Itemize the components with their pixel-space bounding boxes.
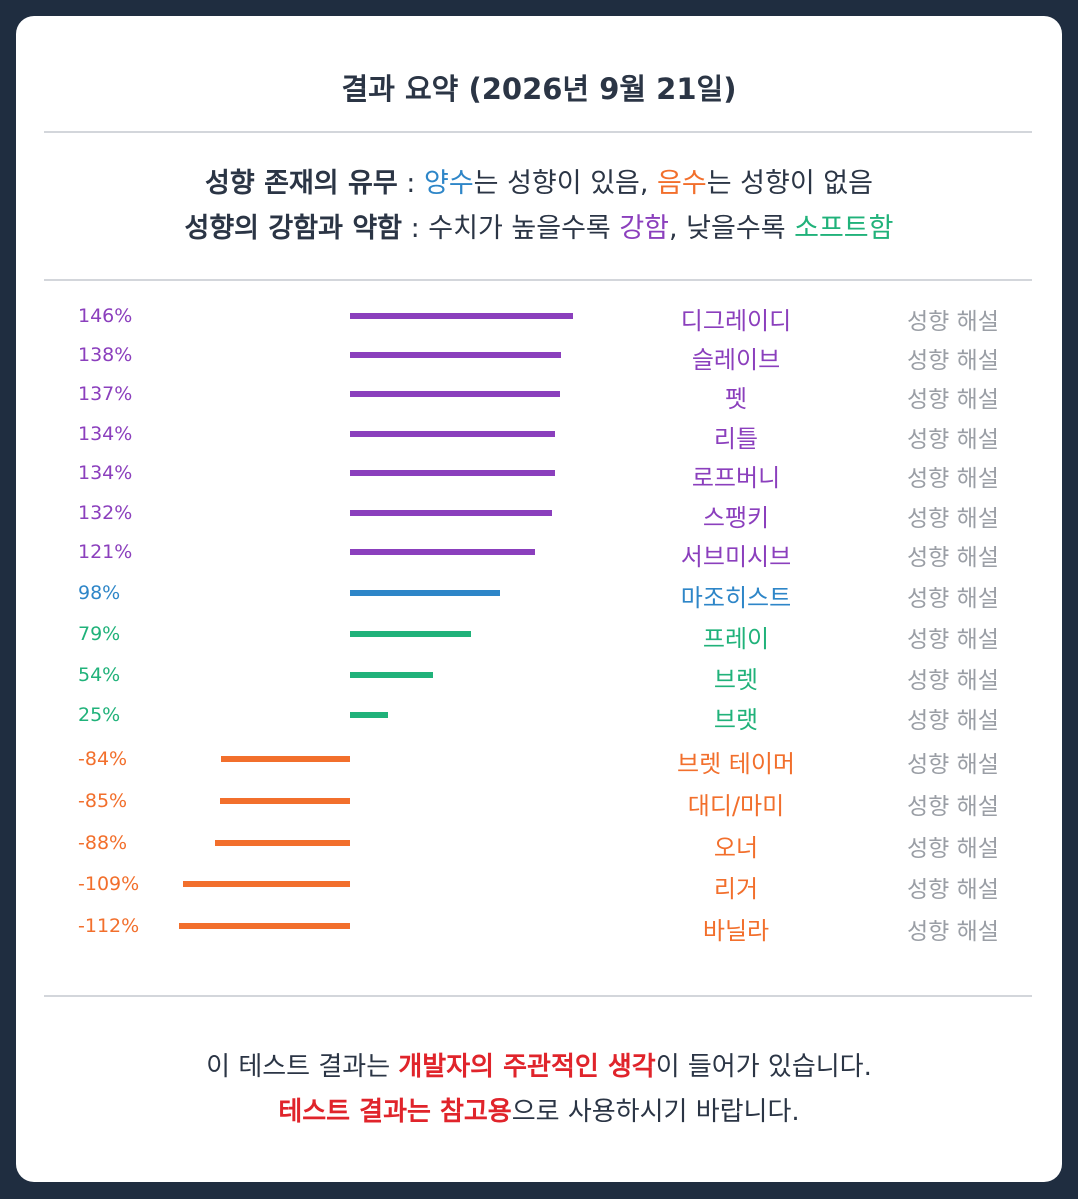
tendency-bar xyxy=(350,313,574,319)
tendency-explain-link[interactable]: 성향 해설 xyxy=(907,466,999,492)
tendency-name: 프레이 xyxy=(702,625,770,653)
value-label: 137% xyxy=(78,383,133,405)
tendency-name: 리틀 xyxy=(713,425,759,453)
tendency-explain-link[interactable]: 성향 해설 xyxy=(907,668,999,694)
tendency-name: 리거 xyxy=(713,875,759,903)
value-label: 98% xyxy=(78,582,121,604)
value-label: -109% xyxy=(78,873,140,895)
legend-positive-word: 양수 xyxy=(423,168,474,199)
divider-middle xyxy=(44,279,1032,281)
tendency-explain-link[interactable]: 성향 해설 xyxy=(907,919,999,945)
tendency-name: 브랫 xyxy=(713,706,759,734)
tendency-explain-link[interactable]: 성향 해설 xyxy=(907,348,999,374)
tendency-explain-link[interactable]: 성향 해설 xyxy=(907,752,999,778)
legend-presence-lead: 성향 존재의 유무 xyxy=(205,168,398,199)
tendency-name: 로프버니 xyxy=(691,464,781,492)
value-label: 54% xyxy=(78,664,121,686)
value-label: -112% xyxy=(78,915,140,937)
footer-line1-highlight: 개발자의 주관적인 생각 xyxy=(398,1052,656,1082)
tendency-explain-link[interactable]: 성향 해설 xyxy=(907,427,999,453)
legend-soft-word: 소프트함 xyxy=(794,213,894,244)
value-label: 79% xyxy=(78,623,121,645)
tendency-explain-link[interactable]: 성향 해설 xyxy=(907,506,999,532)
tendency-bar xyxy=(350,672,433,678)
value-label: 146% xyxy=(78,305,133,327)
tendency-bar xyxy=(350,712,389,718)
footer-disclaimer-2: 테스트 결과는 참고용으로 사용하시기 바랍니다. xyxy=(16,1091,1062,1128)
divider-bottom xyxy=(44,995,1032,997)
tendency-name: 디그레이디 xyxy=(680,307,792,335)
tendency-bar xyxy=(350,352,562,358)
value-label: 121% xyxy=(78,541,133,563)
divider-top xyxy=(44,131,1032,133)
page-title: 결과 요약 (2026년 9월 21일) xyxy=(341,72,737,106)
tendency-explain-link[interactable]: 성향 해설 xyxy=(907,794,999,820)
legend-strength-lead: 성향의 강함과 약함 xyxy=(184,213,403,244)
tendency-bar xyxy=(350,549,536,555)
tendency-bar xyxy=(350,391,560,397)
footer-line1-pre: 이 테스트 결과는 xyxy=(206,1052,399,1082)
value-label: 134% xyxy=(78,423,133,445)
tendency-bar xyxy=(221,756,350,762)
value-label: -84% xyxy=(78,748,128,770)
legend-strength-sep: : xyxy=(402,213,429,244)
value-label: -88% xyxy=(78,832,128,854)
legend-line-strength: 성향의 강함과 약함 : 수치가 높을수록 강함, 낮을수록 소프트함 xyxy=(16,206,1062,245)
tendency-name: 대디/마미 xyxy=(687,792,785,820)
legend-line-presence: 성향 존재의 유무 : 양수는 성향이 있음, 음수는 성향이 없음 xyxy=(16,161,1062,200)
legend-presence-mid1: 는 성향이 있음, xyxy=(473,168,658,199)
tendency-explain-link[interactable]: 성향 해설 xyxy=(907,836,999,862)
tendency-explain-link[interactable]: 성향 해설 xyxy=(907,586,999,612)
tendency-bar xyxy=(178,923,350,929)
legend-presence-sep: : xyxy=(397,168,424,199)
tendency-bar xyxy=(350,431,556,437)
tendency-name: 바닐라 xyxy=(702,917,770,945)
tendency-bar xyxy=(350,590,500,596)
legend-strength-mid1: 수치가 높을수록 xyxy=(428,213,620,244)
footer-line2-post: 으로 사용하시기 바랍니다. xyxy=(511,1097,800,1127)
value-label: 134% xyxy=(78,462,133,484)
tendency-name: 서브미시브 xyxy=(680,543,792,571)
tendency-explain-link[interactable]: 성향 해설 xyxy=(907,545,999,571)
result-card: 결과 요약 (2026년 9월 21일) 성향 존재의 유무 : 양수는 성향이… xyxy=(16,16,1062,1182)
tendency-name: 브렛 xyxy=(713,666,759,694)
tendency-bar xyxy=(219,798,350,804)
legend-strong-word: 강함 xyxy=(619,213,670,244)
value-label: 132% xyxy=(78,502,133,524)
tendency-explain-link[interactable]: 성향 해설 xyxy=(907,708,999,734)
tendency-explain-link[interactable]: 성향 해설 xyxy=(907,877,999,903)
tendency-bar xyxy=(215,840,350,846)
tendency-name: 오너 xyxy=(713,834,759,862)
tendency-explain-link[interactable]: 성향 해설 xyxy=(907,627,999,653)
value-label: -85% xyxy=(78,790,128,812)
legend-negative-word: 음수 xyxy=(657,168,707,199)
footer-line1-post: 이 들어가 있습니다. xyxy=(655,1052,872,1082)
tendency-bar xyxy=(350,470,556,476)
tendency-name: 펫 xyxy=(724,385,748,413)
tendency-name: 브렛 테이머 xyxy=(676,750,796,778)
tendency-name: 마조히스트 xyxy=(680,584,792,612)
legend-strength-mid2: , 낮을수록 xyxy=(669,213,795,244)
tendency-name: 슬레이브 xyxy=(691,346,781,374)
value-label: 138% xyxy=(78,344,133,366)
tendency-explain-link[interactable]: 성향 해설 xyxy=(907,309,999,335)
footer-disclaimer-1: 이 테스트 결과는 개발자의 주관적인 생각이 들어가 있습니다. xyxy=(16,1046,1062,1083)
tendency-bar xyxy=(350,631,471,637)
tendency-explain-link[interactable]: 성향 해설 xyxy=(907,387,999,413)
value-label: 25% xyxy=(78,704,121,726)
footer-line2-highlight: 테스트 결과는 참고용 xyxy=(278,1097,512,1127)
tendency-bar xyxy=(350,510,552,516)
tendency-name: 스팽키 xyxy=(702,504,770,532)
tendency-bar xyxy=(183,881,350,887)
legend-presence-mid2: 는 성향이 없음 xyxy=(706,168,873,199)
